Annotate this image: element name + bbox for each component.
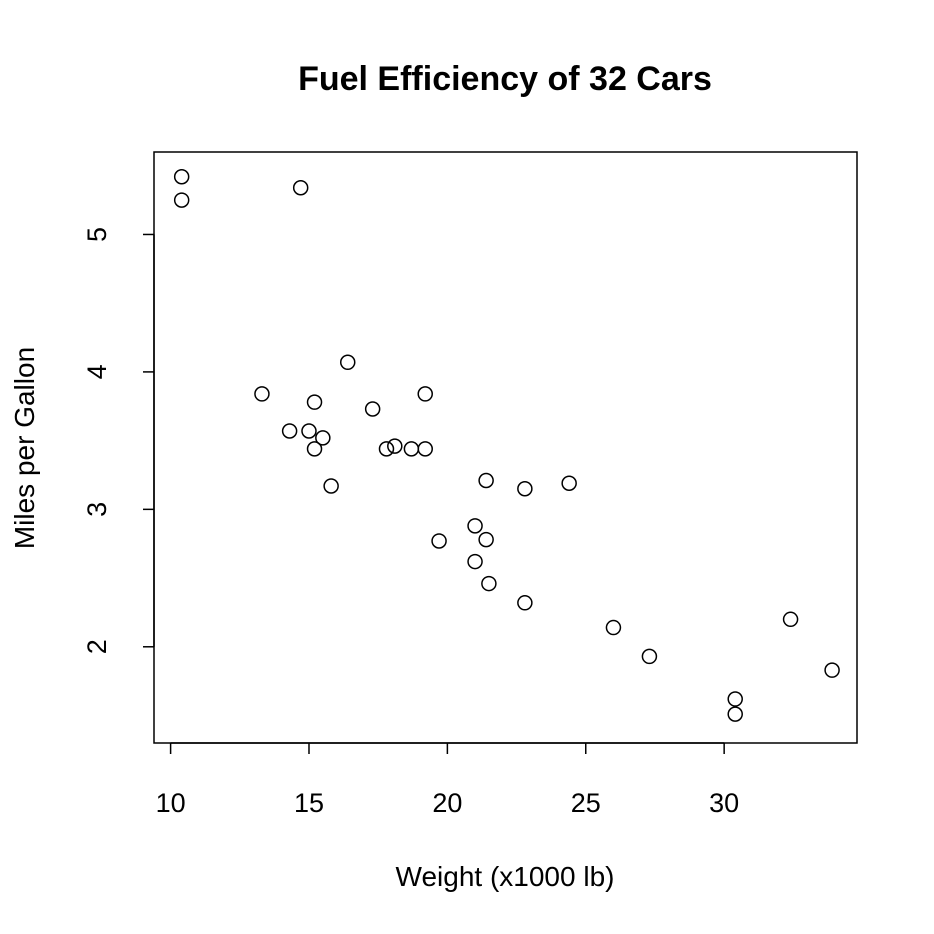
x-tick-label: 20 — [432, 788, 462, 818]
data-point — [517, 480, 533, 497]
data-point — [478, 531, 494, 548]
data-point — [315, 430, 331, 446]
y-tick-label: 5 — [82, 227, 112, 242]
data-points — [173, 168, 840, 722]
data-point — [824, 662, 840, 678]
data-point — [641, 648, 658, 665]
data-point — [378, 441, 395, 457]
y-axis: 2 3 4 5 — [82, 227, 155, 654]
data-point — [467, 518, 483, 534]
data-point — [173, 192, 190, 208]
x-axis-label: Weight (x1000 lb) — [396, 861, 615, 892]
chart-title: Fuel Efficiency of 32 Cars — [298, 60, 712, 98]
data-point — [306, 394, 323, 410]
x-tick-label: 15 — [294, 788, 324, 818]
data-point — [727, 691, 743, 707]
data-point — [281, 423, 298, 439]
data-point — [782, 611, 799, 628]
data-point — [481, 575, 497, 592]
data-point — [417, 386, 433, 402]
data-point — [727, 706, 743, 722]
data-point — [173, 168, 190, 185]
data-point — [561, 475, 577, 491]
data-point — [339, 354, 356, 371]
x-tick-label: 10 — [156, 788, 186, 818]
data-point — [417, 441, 433, 457]
data-point — [387, 438, 403, 454]
y-tick-label: 2 — [82, 639, 112, 654]
x-axis: 10 15 20 25 30 — [156, 742, 739, 818]
data-point — [517, 595, 533, 611]
data-point — [301, 423, 317, 439]
data-point — [605, 619, 622, 636]
data-point — [292, 179, 309, 196]
data-point — [323, 478, 339, 494]
y-axis-label: Miles per Gallon — [9, 347, 40, 549]
y-tick-label: 4 — [82, 364, 112, 379]
y-tick-label: 3 — [82, 502, 112, 517]
data-point — [478, 472, 494, 489]
data-point — [364, 401, 381, 417]
x-tick-label: 25 — [571, 788, 601, 818]
data-point — [467, 553, 483, 570]
data-point — [306, 441, 323, 457]
x-tick-label: 30 — [709, 788, 739, 818]
data-point — [254, 386, 270, 402]
data-point — [431, 533, 447, 549]
